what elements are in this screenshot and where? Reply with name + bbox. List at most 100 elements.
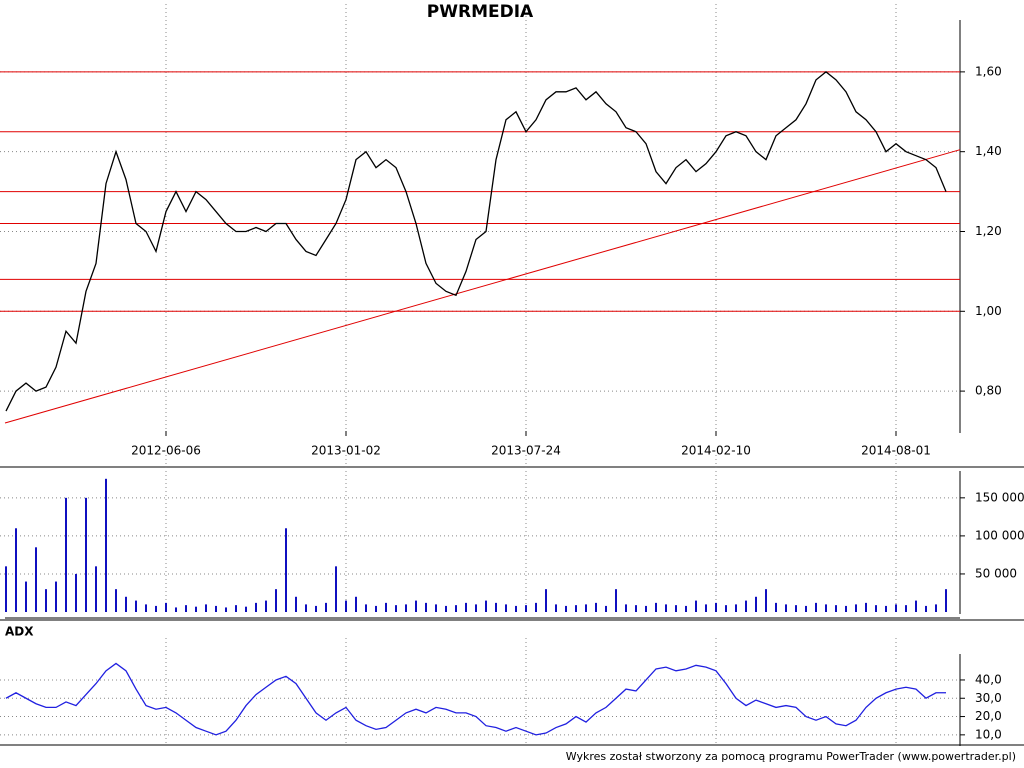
volume-bar — [945, 589, 947, 612]
volume-bar — [725, 605, 727, 612]
volume-bar — [45, 589, 47, 612]
volume-bar — [5, 566, 7, 612]
volume-bar — [115, 589, 117, 612]
volume-bar — [135, 600, 137, 612]
x-tick-label: 2013-01-02 — [311, 444, 381, 458]
x-tick-label: 2014-08-01 — [861, 444, 931, 458]
volume-bar — [875, 605, 877, 612]
volume-bar — [305, 604, 307, 612]
volume-bar — [455, 605, 457, 612]
volume-bar — [345, 600, 347, 612]
volume-bar — [605, 605, 607, 612]
volume-bar — [185, 605, 187, 612]
volume-bar — [215, 605, 217, 612]
volume-bar — [495, 602, 497, 612]
volume-bar — [435, 604, 437, 612]
volume-bar — [95, 566, 97, 612]
y-tick-label: 10,0 — [975, 727, 1002, 741]
volume-bar — [785, 604, 787, 612]
volume-bar — [55, 581, 57, 612]
volume-bar — [835, 605, 837, 612]
panel-title: ADX — [5, 625, 34, 639]
volume-bar — [775, 602, 777, 612]
volume-bar — [625, 604, 627, 612]
volume-bar — [85, 497, 87, 612]
volume-bar — [165, 602, 167, 612]
volume-bar — [675, 605, 677, 612]
volume-bar — [485, 600, 487, 612]
volume-bar — [145, 604, 147, 612]
y-tick-label: 30,0 — [975, 691, 1002, 705]
volume-bar — [585, 604, 587, 612]
volume-bar — [475, 604, 477, 612]
volume-bar — [905, 605, 907, 612]
volume-bar — [815, 602, 817, 612]
volume-bar — [375, 605, 377, 612]
volume-bar — [925, 605, 927, 612]
volume-bar — [565, 605, 567, 612]
x-tick-label: 2012-06-06 — [131, 444, 201, 458]
volume-bar — [245, 606, 247, 612]
volume-bar — [505, 604, 507, 612]
volume-bar — [885, 605, 887, 612]
y-tick-label: 50 000 — [975, 566, 1017, 580]
volume-bar — [865, 602, 867, 612]
volume-bar — [195, 606, 197, 612]
volume-bar — [255, 602, 257, 612]
y-tick-label: 0,80 — [975, 384, 1002, 398]
volume-bar — [235, 605, 237, 612]
y-tick-label: 1,40 — [975, 144, 1002, 158]
volume-bar — [365, 604, 367, 612]
trend-line — [4, 149, 961, 424]
volume-bar — [525, 605, 527, 612]
volume-bar — [545, 589, 547, 612]
y-tick-label: 40,0 — [975, 672, 1002, 686]
volume-bar — [615, 589, 617, 612]
volume-bar — [15, 528, 17, 612]
volume-bar — [635, 605, 637, 612]
volume-bar — [715, 602, 717, 612]
volume-bar — [915, 600, 917, 612]
y-tick-label: 1,20 — [975, 224, 1002, 238]
volume-bar — [935, 604, 937, 612]
footer: Wykres został stworzony za pomocą progra… — [566, 750, 1016, 763]
volume-bar — [695, 600, 697, 612]
volume-bar — [315, 605, 317, 612]
volume-bar — [515, 605, 517, 612]
volume-bar — [425, 602, 427, 612]
volume-bar — [645, 605, 647, 612]
volume-bar — [895, 604, 897, 612]
volume-bar — [765, 589, 767, 612]
volume-bar — [685, 605, 687, 612]
volume-bar — [175, 607, 177, 612]
y-tick-label: 20,0 — [975, 709, 1002, 723]
volume-bar — [385, 602, 387, 612]
y-tick-label: 100 000 — [975, 528, 1024, 542]
y-tick-label: 1,60 — [975, 64, 1002, 78]
volume-bar — [295, 596, 297, 612]
volume-bar — [125, 596, 127, 612]
volume-bar — [155, 605, 157, 612]
y-tick-label: 150 000 — [975, 490, 1024, 504]
volume-bar — [705, 604, 707, 612]
volume-bar — [105, 478, 107, 612]
volume-bar — [275, 589, 277, 612]
volume-bar — [855, 604, 857, 612]
volume-bar — [325, 602, 327, 612]
volume-bar — [755, 596, 757, 612]
volume-bar — [405, 604, 407, 612]
volume-bar — [735, 604, 737, 612]
volume-bar — [35, 547, 37, 612]
data-line — [5, 662, 946, 736]
volume-bar — [445, 605, 447, 612]
volume-bar — [355, 596, 357, 612]
volume-bar — [845, 605, 847, 612]
x-tick-label: 2013-07-24 — [491, 444, 561, 458]
volume-bar — [75, 573, 77, 612]
volume-bar — [465, 602, 467, 612]
volume-bar — [25, 581, 27, 612]
volume-bar — [805, 605, 807, 612]
volume-bar — [265, 600, 267, 612]
